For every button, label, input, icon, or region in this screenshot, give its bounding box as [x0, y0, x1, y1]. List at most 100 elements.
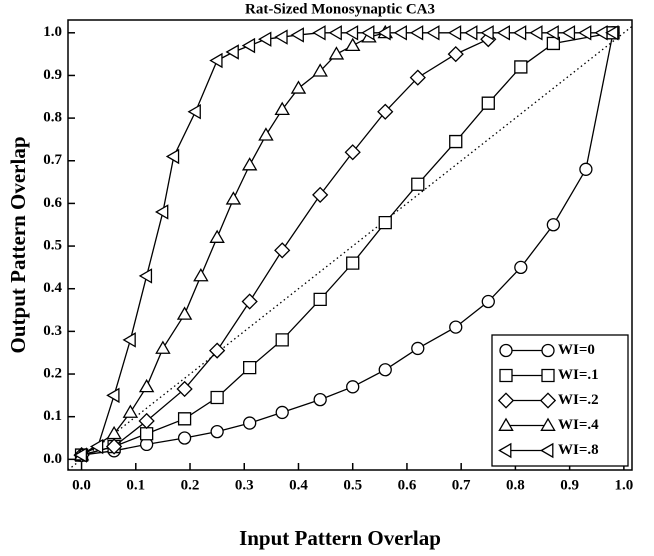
legend-marker: [499, 368, 513, 383]
marker: [449, 134, 463, 149]
marker: [275, 333, 289, 347]
series-line: [81, 32, 614, 456]
marker: [225, 191, 242, 205]
marker: [89, 438, 104, 455]
marker: [155, 340, 171, 354]
x-tick-label: 1.0: [614, 477, 633, 493]
marker: [209, 52, 223, 69]
marker: [480, 25, 494, 41]
chart-title: Rat-Sized Monosynaptic CA3: [245, 1, 435, 17]
marker: [514, 260, 528, 275]
marker: [447, 46, 464, 63]
marker: [209, 229, 225, 243]
marker: [378, 363, 392, 377]
marker: [275, 405, 289, 420]
legend-label: WI=.8: [558, 442, 599, 458]
marker: [578, 25, 592, 41]
marker: [274, 29, 288, 45]
marker: [411, 341, 425, 356]
marker: [377, 103, 394, 120]
marker: [313, 292, 327, 307]
marker: [411, 177, 425, 191]
marker: [313, 392, 327, 407]
marker: [546, 218, 561, 232]
marker: [344, 25, 359, 41]
marker: [106, 425, 122, 440]
marker: [290, 27, 304, 43]
marker: [328, 25, 342, 41]
marker: [545, 25, 559, 41]
legend: WI=0 WI=.1 WI=.2 WI=.4 WI=.8: [491, 334, 629, 467]
marker: [241, 157, 258, 171]
legend-marker: [540, 417, 556, 431]
marker: [512, 25, 527, 41]
marker: [106, 387, 120, 404]
x-tick-label: 0.8: [506, 477, 525, 493]
marker: [243, 360, 257, 375]
x-tick-label: 0.7: [452, 477, 471, 493]
marker: [579, 162, 593, 176]
legend-marker: [497, 392, 515, 409]
marker: [447, 25, 462, 41]
legend-marker: [498, 417, 514, 431]
x-tick-label: 0.4: [289, 477, 308, 493]
marker: [177, 431, 192, 445]
y-tick-label: 0.6: [43, 195, 62, 211]
marker: [312, 186, 329, 204]
marker: [243, 416, 257, 430]
marker: [561, 25, 576, 41]
marker: [122, 404, 139, 418]
legend-label: WI=.2: [558, 392, 599, 408]
legend-label: WI=.1: [558, 367, 599, 383]
y-tick-label: 0.2: [43, 365, 62, 381]
marker: [426, 25, 440, 41]
marker: [209, 342, 226, 359]
y-tick-label: 0.5: [43, 238, 62, 254]
marker: [312, 25, 326, 41]
y-tick-label: 1.0: [43, 24, 62, 40]
legend-label: WI=0: [558, 342, 595, 358]
y-tick-label: 0.0: [43, 451, 62, 467]
marker: [258, 127, 274, 141]
marker: [138, 378, 155, 393]
marker: [193, 268, 209, 282]
marker: [258, 31, 272, 47]
marker: [290, 80, 307, 94]
marker: [122, 332, 136, 348]
marker: [165, 148, 180, 165]
marker: [73, 447, 88, 463]
marker: [481, 96, 495, 110]
y-tick-label: 0.9: [43, 67, 62, 83]
marker: [514, 60, 528, 74]
marker: [346, 256, 360, 270]
x-tick-label: 0.9: [560, 477, 579, 493]
y-tick-label: 0.8: [43, 110, 62, 126]
marker: [176, 306, 193, 320]
marker: [464, 25, 478, 41]
marker: [344, 144, 361, 161]
legend-marker: [540, 442, 554, 459]
marker: [274, 242, 291, 259]
marker: [529, 25, 543, 41]
legend-marker: [541, 368, 555, 383]
y-tick-label: 0.4: [43, 280, 62, 296]
x-axis-label: Input Pattern Overlap: [239, 526, 441, 550]
marker: [344, 37, 361, 52]
legend-marker: [499, 343, 513, 358]
marker: [105, 438, 123, 455]
marker: [274, 101, 290, 116]
marker: [378, 215, 392, 230]
marker: [393, 25, 407, 41]
y-axis-label: Output Pattern Overlap: [6, 137, 30, 354]
marker: [409, 69, 426, 86]
marker: [225, 44, 239, 60]
marker: [449, 320, 463, 334]
marker: [346, 380, 360, 394]
marker: [138, 268, 153, 284]
marker: [328, 46, 345, 60]
x-tick-label: 0.2: [181, 477, 200, 493]
y-tick-label: 0.1: [43, 408, 62, 424]
legend-marker: [498, 442, 512, 459]
legend-label: WI=.4: [558, 417, 599, 433]
x-tick-label: 0.0: [72, 477, 91, 493]
